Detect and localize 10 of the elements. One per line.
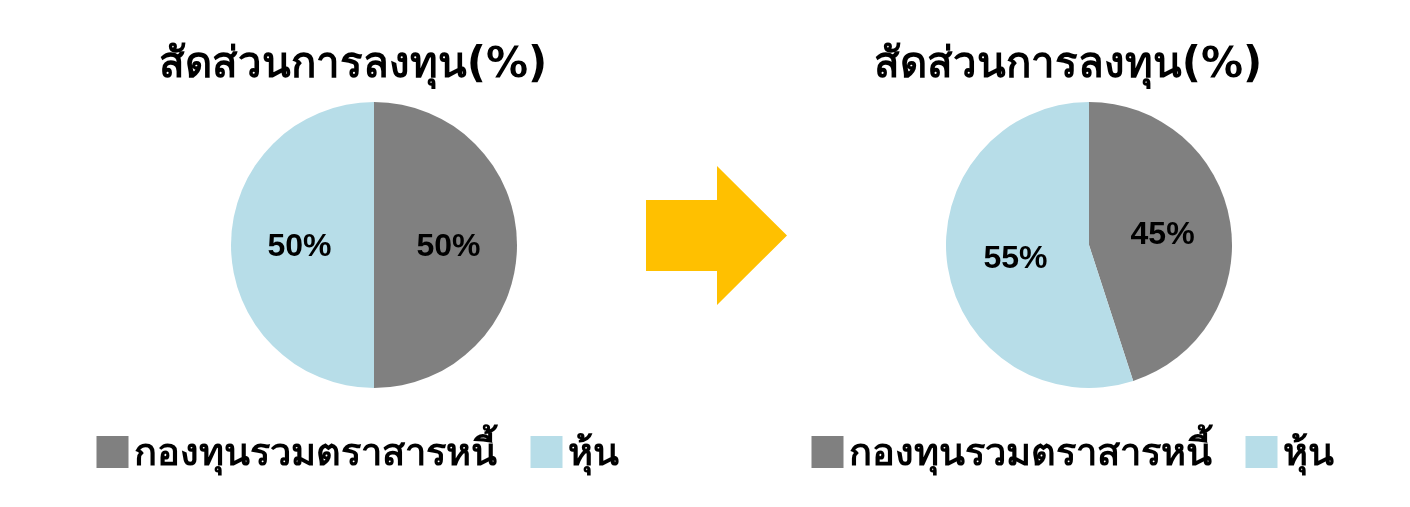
legend-label: กองทุนรวมตราสารหนี้ xyxy=(133,424,498,476)
legend-label: หุ้น xyxy=(1282,430,1334,476)
data-label: 55% xyxy=(983,238,1048,275)
data-label: 50% xyxy=(416,227,481,263)
legend-label: หุ้น xyxy=(567,430,619,476)
chart-title: สัดส่วนการลงทุน(%) xyxy=(158,37,548,89)
data-label: 45% xyxy=(1130,215,1195,252)
legend-label: กองทุนรวมตราสารหนี้ xyxy=(848,424,1213,476)
chart-title: สัดส่วนการลงทุน(%) xyxy=(873,37,1263,89)
data-label: 50% xyxy=(267,227,332,263)
